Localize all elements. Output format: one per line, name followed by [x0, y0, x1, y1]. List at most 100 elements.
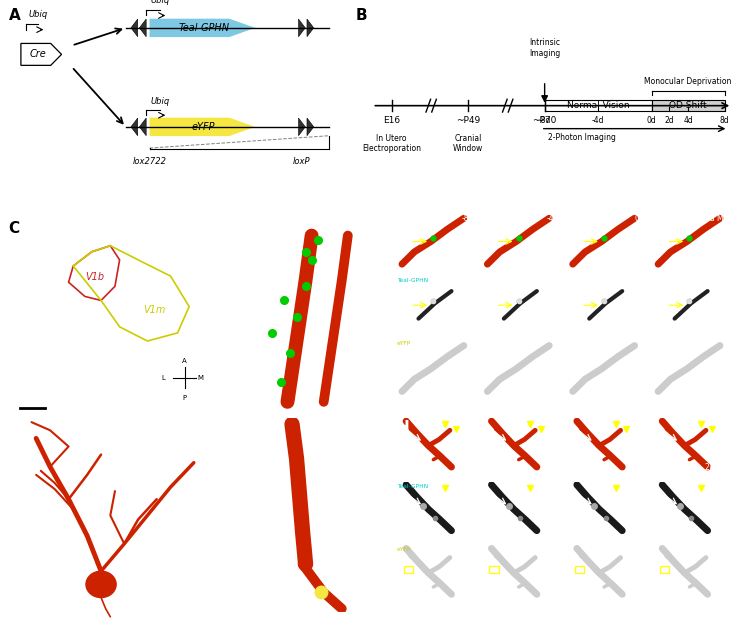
Text: V1b: V1b: [85, 272, 104, 282]
Bar: [575, 255, 584, 261]
Bar: [537, 465, 545, 472]
Bar: [524, 230, 533, 236]
Bar: [451, 592, 460, 599]
Bar: [575, 567, 584, 573]
Text: 2d: 2d: [664, 115, 674, 125]
Text: Normal Vision: Normal Vision: [567, 101, 629, 110]
Text: -4d: -4d: [547, 214, 559, 223]
Bar: [707, 592, 716, 599]
Text: -8d: -8d: [461, 463, 474, 472]
Text: 2d MD: 2d MD: [705, 214, 730, 223]
Text: E: E: [242, 222, 252, 236]
Text: 8d: 8d: [720, 115, 729, 125]
Bar: [713, 548, 722, 555]
Bar: [451, 465, 460, 472]
Bar: [542, 421, 551, 427]
Polygon shape: [131, 19, 138, 37]
Bar: [628, 342, 637, 349]
Text: M: M: [198, 374, 204, 381]
Polygon shape: [131, 118, 138, 135]
Text: A: A: [9, 8, 21, 24]
Bar: [113, 503, 177, 548]
Bar: [545, 100, 652, 111]
Text: G: G: [242, 424, 255, 439]
Bar: [609, 357, 618, 364]
Text: Intrinsic
Imaging: Intrinsic Imaging: [529, 39, 560, 58]
Bar: [542, 215, 551, 222]
Text: D: D: [8, 424, 21, 439]
Text: e: e: [22, 426, 27, 434]
Text: C: C: [8, 222, 19, 236]
Polygon shape: [307, 19, 314, 37]
Text: H: H: [396, 420, 409, 435]
Bar: [628, 215, 637, 222]
Bar: [524, 357, 533, 364]
Text: g: g: [171, 502, 176, 511]
FancyArrow shape: [149, 118, 255, 136]
Bar: [489, 567, 498, 573]
Bar: [707, 465, 716, 472]
Text: L: L: [162, 374, 166, 381]
Bar: [457, 342, 466, 349]
Bar: [439, 230, 447, 236]
Text: B: B: [355, 8, 367, 24]
Polygon shape: [139, 118, 146, 135]
Bar: [457, 421, 466, 427]
Bar: [489, 255, 498, 261]
Text: Teal-GPHN: Teal-GPHN: [178, 23, 229, 33]
Bar: [628, 548, 637, 555]
Bar: [294, 535, 351, 613]
Bar: [489, 382, 498, 389]
Text: eYFP: eYFP: [397, 547, 411, 552]
Bar: [695, 230, 704, 236]
Bar: [713, 215, 722, 222]
Bar: [704, 220, 714, 227]
Text: -8d: -8d: [539, 115, 551, 125]
Bar: [542, 548, 551, 555]
Polygon shape: [299, 118, 305, 135]
Text: lox2722: lox2722: [132, 157, 166, 166]
Bar: [542, 342, 551, 349]
Text: Ubiq: Ubiq: [28, 10, 47, 19]
Text: A: A: [182, 358, 187, 364]
Bar: [660, 255, 669, 261]
Text: 4d: 4d: [683, 115, 693, 125]
Text: 2d MD: 2d MD: [705, 463, 730, 472]
Text: In Utero
Electroporation: In Utero Electroporation: [362, 134, 421, 154]
Polygon shape: [139, 19, 146, 37]
Text: 0d: 0d: [647, 115, 657, 125]
Text: 0d: 0d: [634, 214, 645, 223]
Text: ~P70: ~P70: [532, 115, 557, 125]
Bar: [652, 100, 724, 111]
Text: eYFP: eYFP: [192, 122, 216, 132]
Text: Monocular Deprivation: Monocular Deprivation: [645, 77, 732, 86]
Bar: [609, 230, 618, 236]
Bar: [713, 421, 722, 427]
Polygon shape: [299, 19, 305, 37]
Bar: [628, 421, 637, 427]
Text: -8d: -8d: [461, 214, 474, 223]
Bar: [537, 592, 545, 599]
Text: Teal-GPHN: Teal-GPHN: [397, 484, 428, 489]
Text: eYFP: eYFP: [397, 341, 411, 346]
Text: Cranial
Window: Cranial Window: [453, 134, 484, 154]
Text: F: F: [396, 214, 406, 229]
FancyArrow shape: [21, 44, 62, 66]
Bar: [619, 347, 629, 354]
Text: 2-Photon Imaging: 2-Photon Imaging: [548, 134, 616, 142]
Text: OD Shift: OD Shift: [669, 101, 707, 110]
Bar: [291, 295, 333, 351]
Text: P: P: [183, 395, 187, 401]
Bar: [575, 382, 584, 389]
Bar: [622, 465, 631, 472]
Bar: [622, 592, 631, 599]
Text: Ubiq: Ubiq: [150, 97, 169, 105]
Bar: [18, 428, 82, 499]
Bar: [660, 382, 669, 389]
Bar: [534, 220, 543, 227]
Text: E16: E16: [383, 115, 400, 125]
Text: ~P49: ~P49: [456, 115, 480, 125]
Text: loxP: loxP: [293, 157, 311, 166]
Bar: [534, 347, 543, 354]
Bar: [448, 220, 458, 227]
